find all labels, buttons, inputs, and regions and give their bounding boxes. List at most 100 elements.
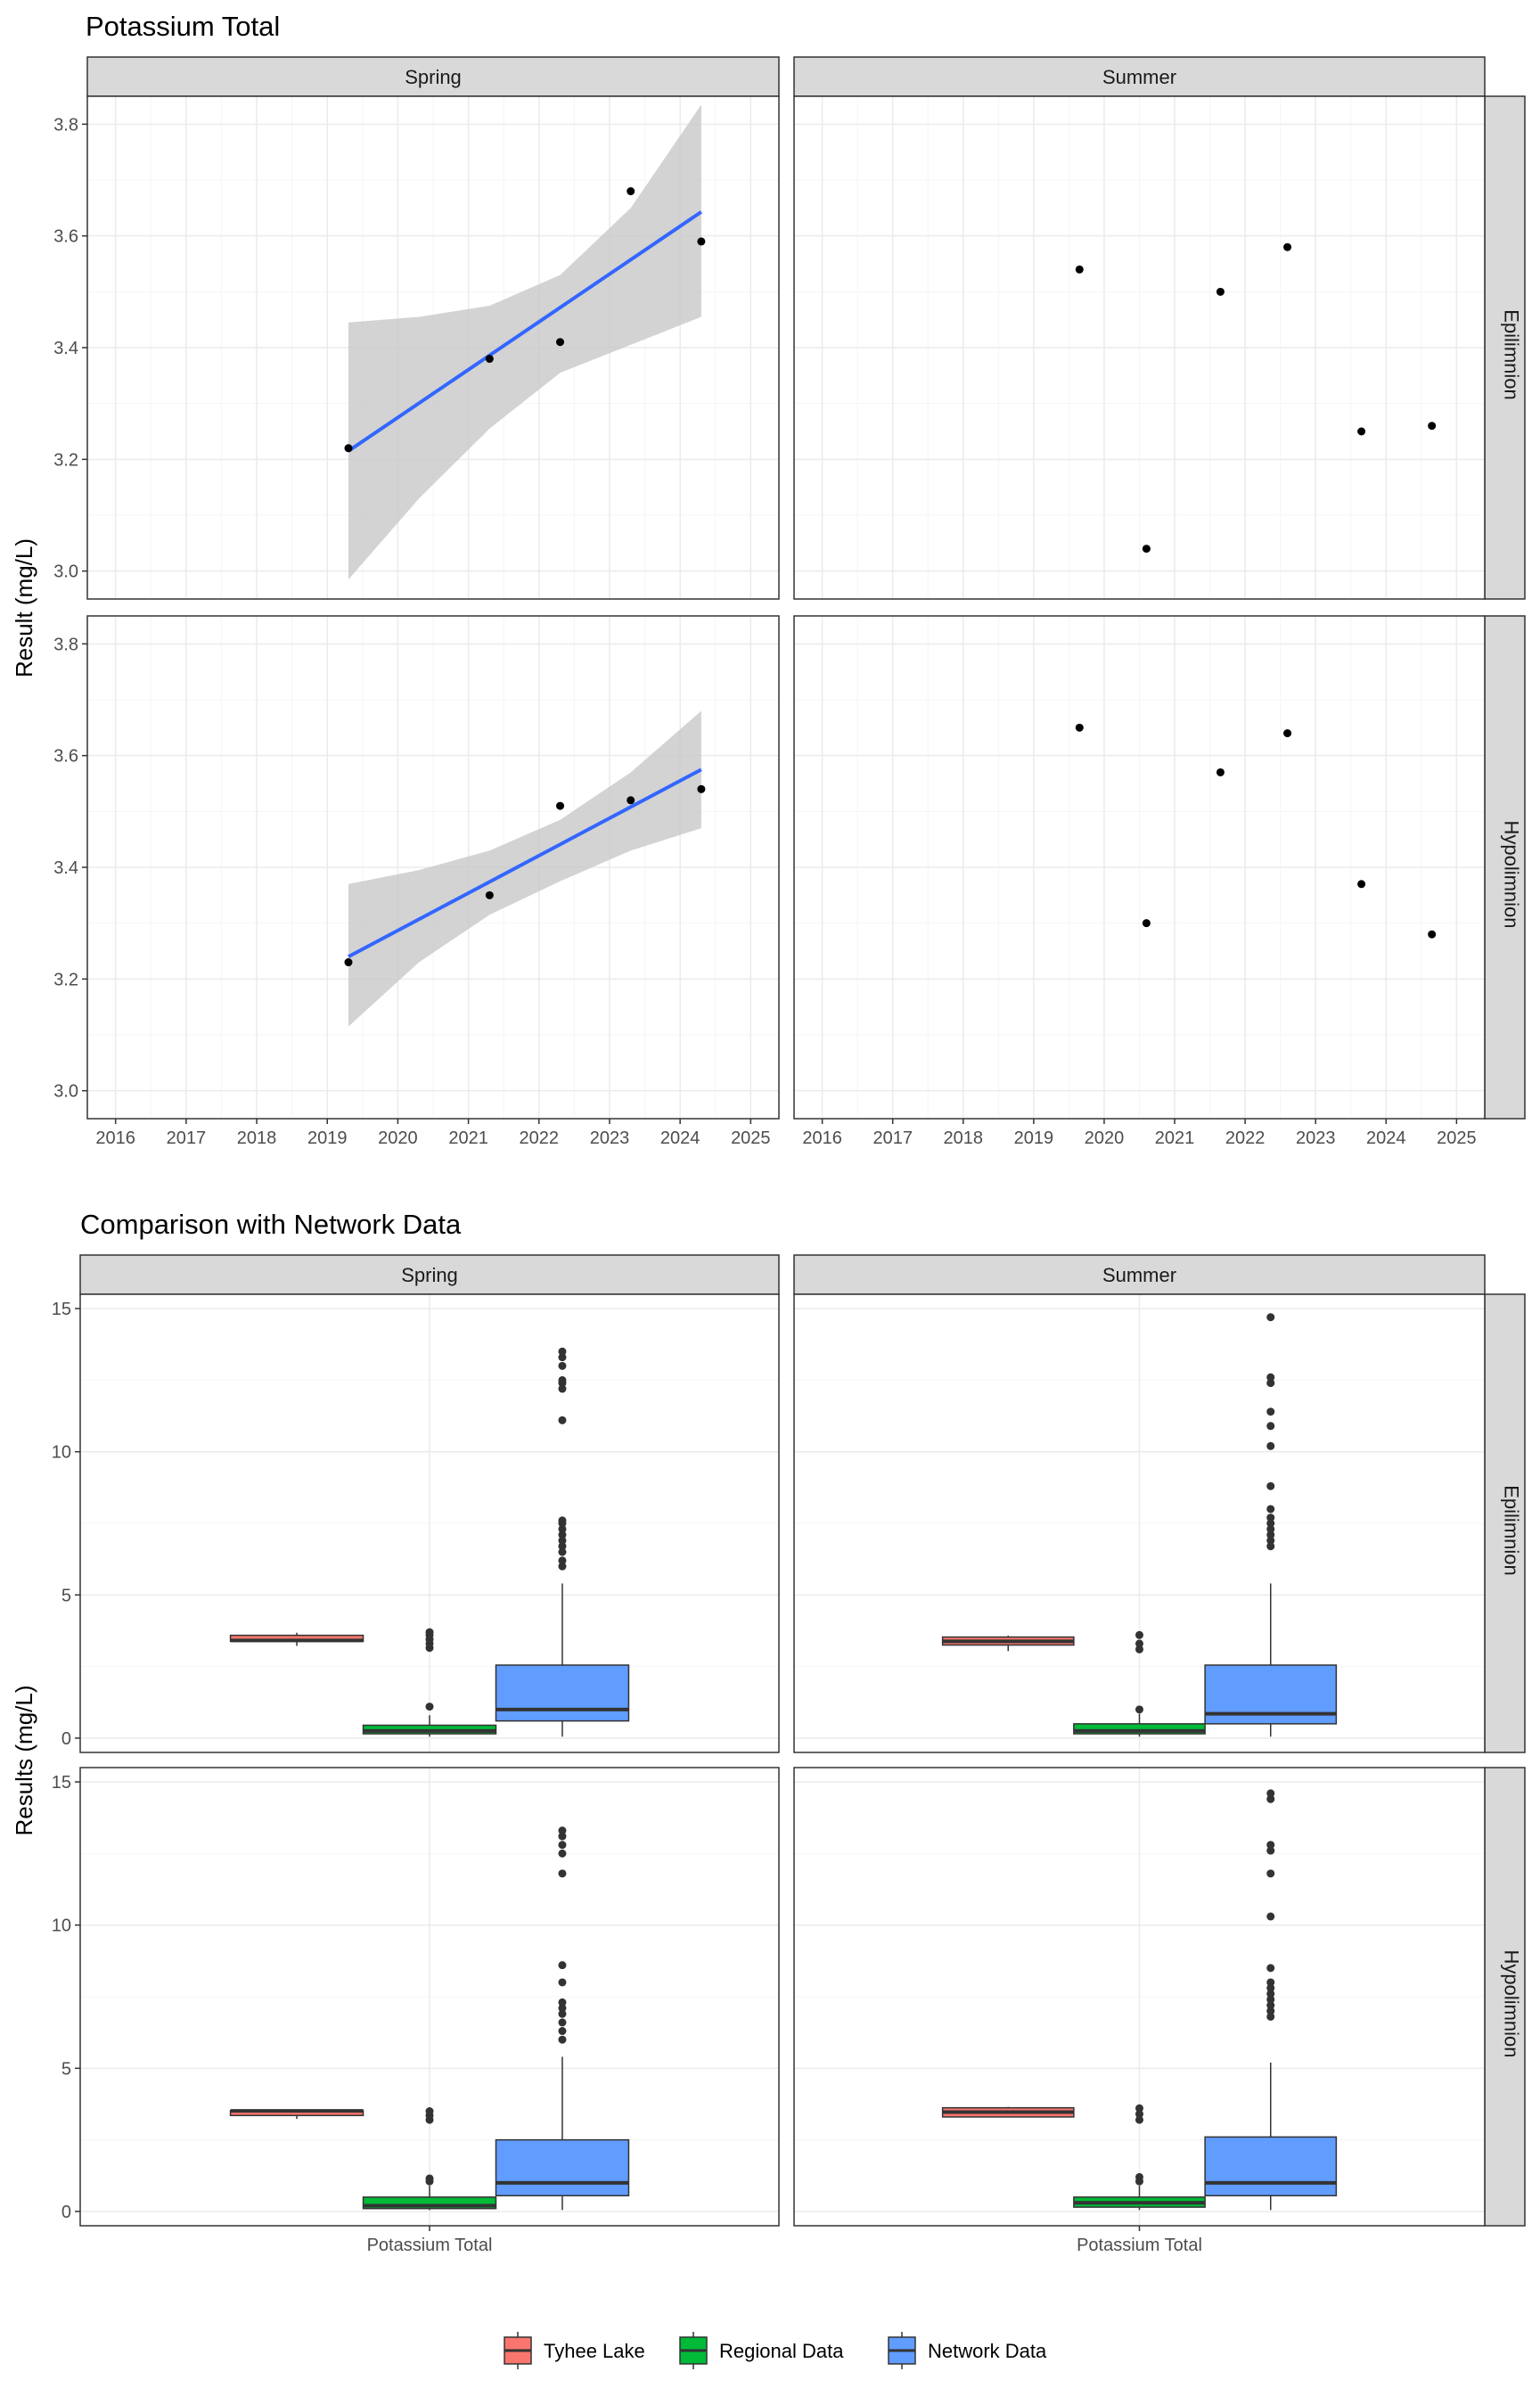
strip-label-summer: Summer [1102, 1264, 1176, 1286]
y-tick-label: 3.2 [53, 450, 78, 470]
data-point [697, 237, 706, 246]
strip-epilimnion [1484, 1293, 1526, 1753]
panel-border [793, 95, 1486, 600]
strip-spring [79, 1254, 780, 1295]
box-network-data [495, 1826, 630, 2211]
outlier-point [1135, 1645, 1143, 1653]
comparison-chart-title: Comparison with Network Data [80, 1209, 462, 1240]
box-network-data [1204, 1789, 1338, 2211]
strip-spring [86, 56, 780, 97]
confidence-band [348, 710, 701, 1027]
y-tick-label: 3.0 [53, 1082, 78, 1102]
data-point [627, 187, 635, 196]
y-tick-label: 3.4 [53, 858, 78, 878]
outlier-point [1266, 1542, 1275, 1551]
x-tick-label: 2017 [167, 1128, 207, 1148]
outlier-point [1135, 2115, 1143, 2124]
y-tick-label: 3.0 [53, 562, 78, 582]
outlier-point [425, 1628, 434, 1637]
data-point [1216, 767, 1225, 776]
strip-label-epilimnion: Epilimnion [1501, 1485, 1523, 1576]
outlier-point [1266, 1407, 1275, 1416]
trend-chart: Potassium Total Spring Summer Epilimnion Hy… [11, 11, 1526, 1148]
outlier-point [1266, 2006, 1275, 2015]
outlier-point [1266, 1990, 1275, 1998]
outlier-point [558, 1536, 567, 1545]
outlier-point [558, 1542, 567, 1551]
outlier-point [1266, 1441, 1275, 1450]
x-tick-label: 2022 [1225, 1128, 1266, 1148]
x-tick-label: 2016 [95, 1128, 135, 1148]
strip-summer [793, 1254, 1486, 1295]
trend-line [348, 767, 702, 959]
panel-spring-hypolimnion: 3.0 3.2 3.4 3.6 3.8 2016 2017 2018 2019 2020 2021 2… [53, 615, 780, 1148]
confidence-band [348, 104, 701, 580]
trend-chart-title: Potassium Total [86, 11, 280, 42]
y-tick-label: 3.4 [53, 339, 78, 358]
y-tick-label: 10 [52, 1916, 71, 1936]
x-tick-label: 2023 [590, 1128, 630, 1148]
x-tick-label: 2019 [307, 1128, 348, 1148]
box-tyhee-lake [941, 2106, 1075, 2118]
outlier-point [558, 1415, 567, 1424]
outlier-point [558, 2004, 567, 2013]
outlier-point [1135, 1705, 1143, 1714]
outlier-point [425, 2107, 434, 2115]
outlier-point [1266, 1983, 1275, 1992]
strip-epilimnion [1484, 95, 1526, 600]
box-regional-data [1073, 2104, 1206, 2211]
legend-item-network-data: Network Data [888, 2332, 1047, 2369]
outlier-point [1266, 1536, 1275, 1545]
data-point [485, 355, 494, 364]
x-tick-label: 2025 [1437, 1128, 1477, 1148]
box-tyhee-lake [941, 1635, 1075, 1652]
outlier-point [558, 1516, 567, 1525]
x-tick-label: Potassium Total [367, 2236, 493, 2255]
outlier-point [1266, 1524, 1275, 1533]
outlier-point [1135, 1630, 1143, 1639]
data-point [1283, 242, 1292, 251]
data-point [1142, 545, 1151, 554]
box-body [1073, 1723, 1206, 1735]
y-tick-label: 3.6 [53, 747, 78, 767]
data-point [1283, 729, 1292, 738]
box-body [495, 2138, 630, 2197]
outlier-point [558, 1347, 567, 1356]
outlier-point [1266, 1995, 1275, 2004]
panel-summer-hypolimnion: 2016 2017 2018 2019 2020 2021 2022 2023 2024 2025 [793, 615, 1486, 1148]
box-regional-data [1073, 1630, 1206, 1737]
outlier-point [1266, 1794, 1275, 1803]
outlier-point [558, 1849, 567, 1858]
data-point [556, 801, 565, 810]
x-tick-label: 2018 [237, 1128, 277, 1148]
outlier-point [558, 1841, 567, 1850]
data-point [1142, 919, 1151, 928]
panel-spring-epilimnion: 3.0 3.2 3.4 3.6 3.8 [53, 95, 780, 600]
outlier-point [1266, 1841, 1275, 1850]
y-tick-label: 0 [61, 2203, 71, 2222]
outlier-point [1266, 1379, 1275, 1388]
x-tick-label: 2019 [1014, 1128, 1054, 1148]
y-tick-label: 3.8 [53, 635, 78, 654]
outlier-point [1266, 1519, 1275, 1528]
data-point [556, 338, 565, 347]
legend: Tyhee Lake Regional Data Network Data [504, 2332, 1047, 2369]
x-tick-label: 2021 [1155, 1128, 1195, 1148]
outlier-point [558, 1826, 567, 1835]
box-tyhee-lake [229, 1632, 365, 1646]
outlier-point [1266, 2012, 1275, 2021]
x-tick-label: 2025 [731, 1128, 771, 1148]
box-body [495, 1664, 630, 1722]
outlier-point [1266, 1869, 1275, 1878]
outlier-point [1266, 1912, 1275, 1921]
box-regional-data [362, 2107, 497, 2211]
outlier-point [558, 1353, 567, 1362]
y-tick-label: 15 [52, 1773, 71, 1793]
outlier-point [1266, 1422, 1275, 1431]
outlier-point [558, 2009, 567, 2018]
outlier-point [558, 2018, 567, 2027]
x-tick-label: 2024 [1366, 1128, 1406, 1148]
comparison-chart: Comparison with Network Data Spring Summe… [11, 1209, 1526, 2255]
outlier-point [558, 1375, 567, 1384]
